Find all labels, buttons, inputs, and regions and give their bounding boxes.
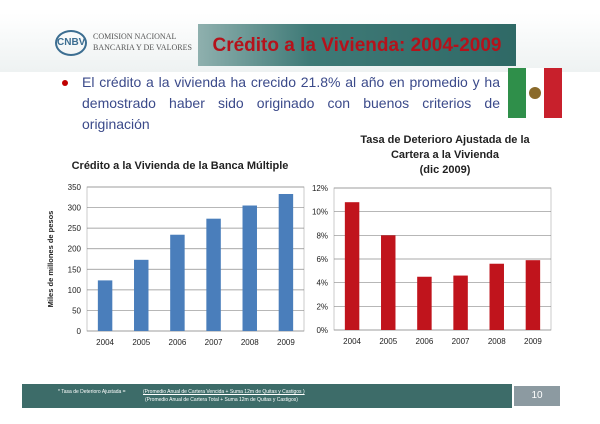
chart2-xtick-label: 2004 bbox=[343, 337, 361, 346]
chart1-xtick-label: 2004 bbox=[96, 338, 114, 347]
logo-text-line2: BANCARIA Y DE VALORES bbox=[93, 43, 192, 52]
chart1-ytick-label: 300 bbox=[68, 204, 82, 213]
chart1-xtick-label: 2005 bbox=[132, 338, 150, 347]
chart1-bar-2007 bbox=[206, 218, 221, 331]
page-number: 10 bbox=[531, 390, 543, 401]
chart2-title-line2: Cartera a la Vivienda bbox=[390, 149, 500, 161]
title-band bbox=[198, 24, 516, 66]
chart1-xtick-label: 2007 bbox=[205, 338, 223, 347]
chart2-title-line3: (dic 2009) bbox=[419, 164, 471, 176]
chart2-ytick-label: 4% bbox=[316, 279, 328, 288]
chart2-bar-2007 bbox=[453, 275, 468, 330]
chart2-xtick-label: 2008 bbox=[488, 337, 506, 346]
chart1-bar-2006 bbox=[170, 234, 185, 331]
chart1-xtick-label: 2006 bbox=[169, 338, 187, 347]
chart1-ytick-label: 350 bbox=[68, 183, 82, 192]
chart2-bar-2004 bbox=[344, 202, 360, 330]
bullet-icon bbox=[62, 80, 68, 86]
chart2-ytick-label: 6% bbox=[316, 255, 328, 264]
chart1-bar-2008 bbox=[242, 205, 257, 331]
chart2-ytick-label: 10% bbox=[312, 208, 328, 217]
chart2-title-line1: Tasa de Deterioro Ajustada de la bbox=[360, 134, 530, 146]
footer-bar bbox=[22, 384, 512, 408]
chart1-ytick-label: 200 bbox=[68, 245, 82, 254]
chart2-bar-2009 bbox=[525, 260, 541, 330]
chart2-ytick-label: 12% bbox=[312, 184, 328, 193]
chart2-xtick-label: 2009 bbox=[524, 337, 542, 346]
chart2-ytick-label: 8% bbox=[316, 231, 328, 240]
footnote-denominator: (Promedio Anual de Cartera Total + Suma … bbox=[145, 397, 298, 403]
chart1-ytick-label: 250 bbox=[68, 224, 82, 233]
chart2-xtick-label: 2007 bbox=[452, 337, 470, 346]
chart1-title: Crédito a la Vivienda de la Banca Múltip… bbox=[71, 160, 289, 172]
page-number-box bbox=[514, 386, 560, 406]
chart1-ytick-label: 0 bbox=[77, 327, 82, 336]
slide-title: Crédito a la Vivienda: 2004-2009 bbox=[212, 35, 502, 56]
chart2-bar-2008 bbox=[489, 263, 504, 330]
chart2-xtick-label: 2006 bbox=[416, 337, 434, 346]
chart2-bar-2006 bbox=[417, 276, 432, 330]
chart1-bar-2005 bbox=[134, 259, 149, 331]
logo-text-line1: COMISION NACIONAL bbox=[93, 32, 177, 41]
chart2-xtick-label: 2005 bbox=[379, 337, 397, 346]
footnote-label: * Tasa de Deterioro Ajustada = bbox=[58, 389, 126, 395]
cnbv-logo-mark: CNBV bbox=[55, 30, 87, 56]
bullet-text: El crédito a la vivienda ha crecido 21.8… bbox=[82, 74, 500, 132]
chart1-xtick-label: 2009 bbox=[277, 338, 295, 347]
chart1-bar-2004 bbox=[97, 280, 113, 331]
chart1-ytick-label: 150 bbox=[68, 265, 82, 274]
chart2-bar-2005 bbox=[381, 235, 396, 330]
cnbv-logo: CNBV COMISION NACIONAL BANCARIA Y DE VAL… bbox=[55, 30, 192, 56]
chart2-ytick-label: 0% bbox=[316, 326, 328, 335]
chart2-ytick-label: 2% bbox=[316, 302, 328, 311]
chart1-bar-2009 bbox=[278, 193, 294, 331]
chart1-xtick-label: 2008 bbox=[241, 338, 259, 347]
chart1-ytick-label: 100 bbox=[68, 286, 82, 295]
chart1-ytick-label: 50 bbox=[72, 306, 81, 315]
mexico-flag-icon bbox=[508, 68, 562, 118]
footnote-numerator: (Promedio Anual de Cartera Vencida + Sum… bbox=[143, 389, 305, 395]
chart1-ylabel: Miles de millones de pesos bbox=[46, 211, 55, 308]
